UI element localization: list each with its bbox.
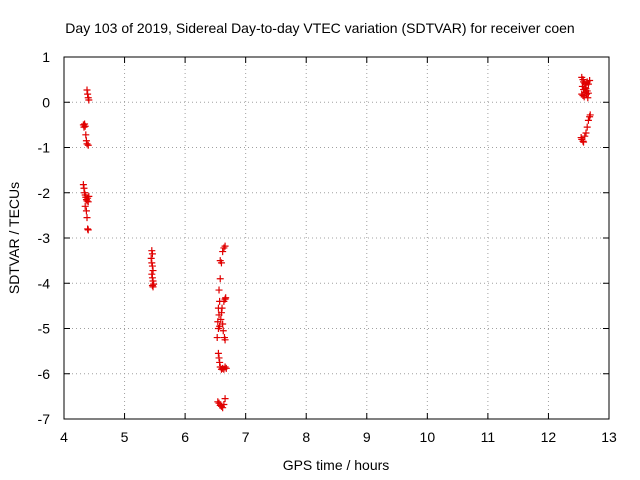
y-tick-label: -4 bbox=[38, 275, 51, 291]
x-tick-label: 10 bbox=[420, 429, 436, 445]
x-tick-label: 9 bbox=[363, 429, 371, 445]
data-point bbox=[82, 131, 90, 139]
data-point bbox=[83, 86, 91, 94]
data-point bbox=[222, 364, 230, 372]
data-point bbox=[583, 123, 591, 131]
data-point bbox=[583, 90, 591, 98]
data-point bbox=[221, 295, 229, 303]
data-point bbox=[85, 96, 93, 104]
x-axis-ticks: 4 5 6 7 8 9 10 11 12 13 bbox=[60, 57, 617, 445]
x-axis-label: GPS time / hours bbox=[283, 457, 390, 473]
y-tick-label: -3 bbox=[38, 230, 51, 246]
data-point bbox=[215, 286, 223, 294]
x-tick-label: 12 bbox=[541, 429, 557, 445]
x-tick-label: 5 bbox=[121, 429, 129, 445]
data-point bbox=[217, 315, 225, 323]
data-point bbox=[222, 294, 230, 302]
data-point bbox=[586, 77, 594, 85]
data-point bbox=[586, 113, 594, 121]
y-axis-label: SDTVAR / TECUs bbox=[6, 182, 22, 294]
y-tick-label: -6 bbox=[38, 366, 51, 382]
data-point bbox=[148, 282, 156, 290]
data-point bbox=[220, 401, 228, 409]
y-tick-label: 0 bbox=[42, 94, 50, 110]
data-point bbox=[219, 320, 227, 328]
data-point bbox=[586, 111, 594, 119]
data-point bbox=[216, 275, 224, 283]
data-point bbox=[221, 395, 229, 403]
data-point bbox=[148, 262, 156, 270]
data-point bbox=[84, 225, 92, 233]
data-point bbox=[581, 132, 589, 140]
data-point bbox=[584, 94, 592, 102]
data-point bbox=[84, 198, 92, 206]
data-point bbox=[84, 141, 92, 149]
data-point bbox=[148, 274, 156, 282]
data-point bbox=[219, 248, 227, 256]
x-tick-label: 13 bbox=[601, 429, 617, 445]
data-points bbox=[79, 73, 594, 412]
y-tick-label: -5 bbox=[38, 321, 51, 337]
data-point bbox=[214, 398, 222, 406]
data-point bbox=[82, 137, 90, 145]
data-point bbox=[215, 354, 223, 362]
data-point bbox=[149, 267, 157, 275]
data-point bbox=[219, 327, 227, 335]
data-point bbox=[83, 140, 91, 148]
data-point bbox=[582, 129, 590, 137]
x-tick-label: 8 bbox=[302, 429, 310, 445]
data-point bbox=[214, 349, 222, 357]
data-point bbox=[580, 138, 588, 146]
data-point bbox=[218, 304, 226, 312]
data-point bbox=[149, 277, 157, 285]
y-axis-ticks: 1 0 -1 -2 -3 -4 -5 -6 -7 bbox=[38, 49, 609, 427]
data-point bbox=[578, 82, 586, 90]
data-point bbox=[147, 254, 155, 262]
data-point bbox=[81, 122, 89, 130]
data-point bbox=[221, 363, 229, 371]
data-point bbox=[213, 334, 221, 342]
data-point bbox=[584, 80, 592, 88]
x-tick-label: 6 bbox=[181, 429, 189, 445]
data-point bbox=[216, 358, 224, 366]
data-point bbox=[579, 137, 587, 145]
y-tick-label: -1 bbox=[38, 140, 51, 156]
x-tick-label: 4 bbox=[60, 429, 68, 445]
data-point bbox=[81, 202, 89, 210]
data-point bbox=[84, 90, 92, 98]
data-point bbox=[579, 91, 587, 99]
data-point bbox=[79, 181, 87, 189]
data-point bbox=[149, 283, 157, 291]
data-point bbox=[80, 184, 88, 192]
data-point bbox=[220, 244, 228, 252]
data-point bbox=[82, 207, 90, 215]
y-tick-label: -7 bbox=[38, 411, 51, 427]
data-point bbox=[84, 226, 92, 234]
data-point bbox=[217, 259, 225, 267]
data-point bbox=[217, 309, 225, 317]
data-point bbox=[148, 270, 156, 278]
grid-lines bbox=[64, 57, 609, 419]
data-point bbox=[148, 247, 156, 255]
x-tick-label: 7 bbox=[242, 429, 250, 445]
data-point bbox=[584, 116, 592, 124]
data-point bbox=[221, 336, 229, 344]
y-tick-label: 1 bbox=[42, 49, 50, 65]
data-point bbox=[148, 250, 156, 258]
data-point bbox=[148, 259, 156, 267]
data-point bbox=[219, 404, 227, 412]
data-point bbox=[221, 242, 229, 250]
chart-title: Day 103 of 2019, Sidereal Day-to-day VTE… bbox=[65, 20, 574, 36]
data-point bbox=[80, 123, 88, 131]
y-tick-label: -2 bbox=[38, 185, 51, 201]
data-point bbox=[83, 214, 91, 222]
data-point bbox=[85, 192, 93, 200]
x-tick-label: 11 bbox=[481, 429, 496, 445]
data-point bbox=[581, 84, 589, 92]
